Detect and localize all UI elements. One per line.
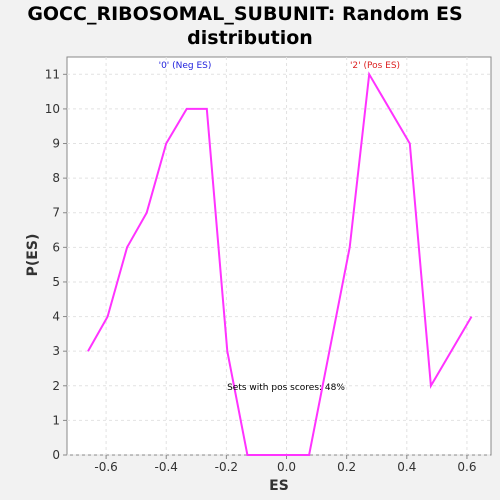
y-tick-label: 8 <box>52 171 60 185</box>
y-tick-label: 10 <box>45 102 60 116</box>
x-tick-label: 0.6 <box>457 460 476 474</box>
y-tick-label: 2 <box>52 379 60 393</box>
plot-area <box>66 56 492 456</box>
x-axis-label: ES <box>269 478 289 494</box>
axis-ticks: -0.6 -0.4 -0.2 0.0 0.2 0.4 0.6 0 1 2 3 4 5 6 7 8 9 10 11 <box>45 67 477 474</box>
series-line <box>87 71 473 456</box>
x-tick-label: -0.2 <box>215 460 238 474</box>
series-layer <box>87 71 473 456</box>
pos-scores-annotation: Sets with pos scores: 48% <box>227 383 345 393</box>
y-tick-label: 1 <box>52 413 60 427</box>
chart-title-line2: distribution <box>187 27 313 49</box>
grid <box>67 57 491 456</box>
y-tick-label: 11 <box>45 67 60 81</box>
y-tick-label: 7 <box>52 206 60 220</box>
y-tick-label: 3 <box>52 344 60 358</box>
neg-es-label: '0' (Neg ES) <box>159 61 212 71</box>
y-tick-label: 6 <box>52 240 60 254</box>
y-tick-label: 4 <box>52 310 60 324</box>
x-tick-label: 0.0 <box>277 460 296 474</box>
y-tick-label: 9 <box>52 137 60 151</box>
y-tick-label: 0 <box>52 448 60 462</box>
y-tick-label: 5 <box>52 275 60 289</box>
chart-title-line1: GOCC_RIBOSOMAL_SUBUNIT: Random ES <box>27 3 462 25</box>
pos-es-label: '2' (Pos ES) <box>350 61 400 71</box>
x-tick-label: -0.4 <box>155 460 178 474</box>
x-tick-label: 0.2 <box>337 460 356 474</box>
y-axis-label: P(ES) <box>25 234 41 277</box>
x-tick-label: -0.6 <box>94 460 117 474</box>
x-tick-label: 0.4 <box>397 460 416 474</box>
